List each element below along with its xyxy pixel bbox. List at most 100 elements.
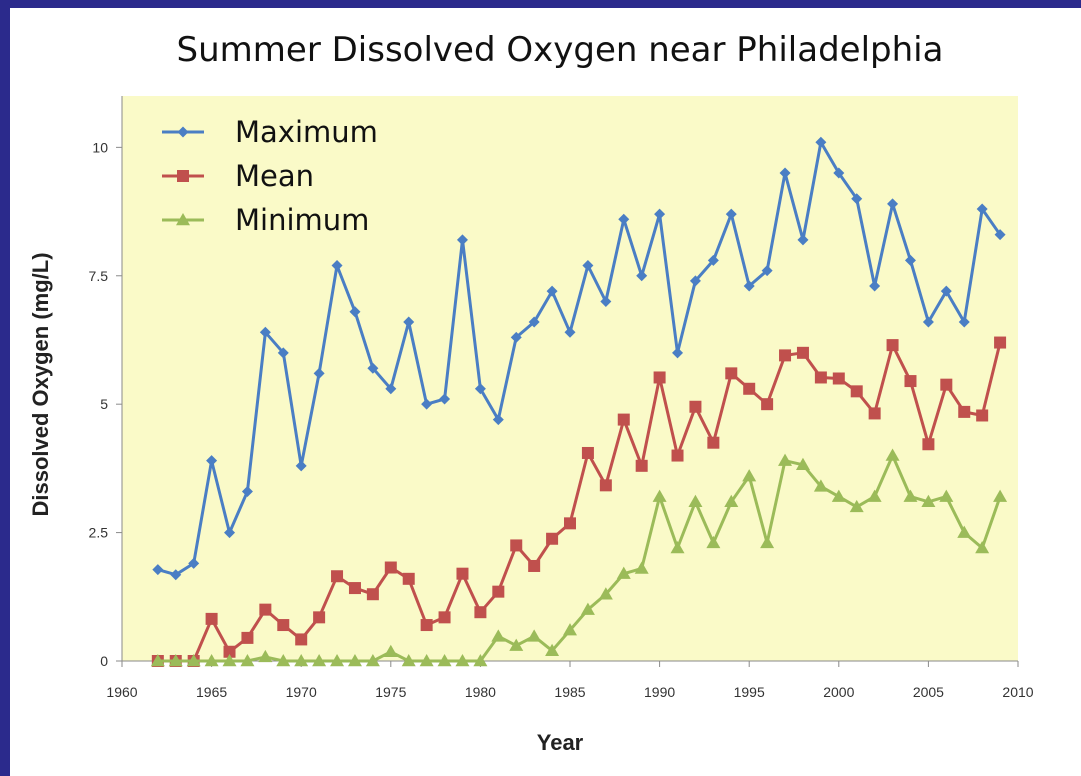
x-tick-label: 1990: [644, 684, 675, 700]
data-point-mean: [564, 517, 576, 530]
y-tick-label: 5: [100, 396, 108, 412]
data-point-mean: [438, 611, 451, 624]
data-point-minimum: [706, 535, 721, 549]
data-point-mean: [277, 619, 290, 632]
data-point-minimum: [616, 566, 631, 579]
data-point-minimum: [527, 629, 542, 642]
chart: Summer Dissolved Oxygen near Philadelphi…: [28, 30, 1034, 755]
data-point-mean: [546, 532, 559, 545]
data-point-minimum: [383, 644, 398, 658]
data-point-minimum: [993, 489, 1008, 502]
data-point-minimum: [545, 643, 560, 656]
data-point-minimum: [401, 654, 416, 667]
data-point-minimum: [903, 489, 918, 502]
data-point-maximum: [528, 316, 540, 328]
data-point-minimum: [258, 649, 273, 663]
data-point-maximum: [439, 393, 451, 405]
data-point-mean: [671, 449, 684, 462]
data-point-maximum: [188, 557, 200, 569]
data-point-minimum: [473, 654, 488, 667]
data-point-mean: [922, 438, 935, 451]
data-point-minimum: [186, 654, 201, 667]
x-tick-label: 2005: [913, 684, 944, 700]
data-point-minimum: [312, 654, 327, 667]
data-point-maximum: [421, 398, 433, 410]
data-point-maximum: [761, 265, 773, 277]
legend-marker-minimum: [176, 213, 190, 226]
data-point-minimum: [598, 587, 613, 600]
data-point-maximum: [206, 455, 218, 467]
data-point-mean: [384, 561, 397, 574]
data-point-mean: [295, 633, 308, 646]
chart-title: Summer Dissolved Oxygen near Philadelphi…: [177, 30, 944, 70]
data-point-maximum: [654, 208, 666, 220]
data-point-mean: [886, 339, 899, 352]
legend-label-minimum: Minimum: [235, 203, 369, 237]
x-tick-label: 2010: [1002, 684, 1033, 700]
data-point-mean: [259, 603, 272, 616]
data-point-maximum: [904, 254, 916, 266]
data-point-maximum: [636, 270, 648, 282]
data-point-minimum: [921, 494, 936, 508]
data-point-maximum: [331, 260, 343, 271]
data-point-mean: [976, 409, 989, 422]
legend-marker-mean: [177, 170, 189, 182]
data-point-mean: [779, 349, 792, 362]
data-point-minimum: [276, 654, 291, 667]
data-point-mean: [761, 398, 774, 411]
data-point-minimum: [580, 602, 595, 615]
data-point-maximum: [564, 326, 576, 338]
data-point-mean: [348, 582, 361, 595]
data-point-minimum: [688, 494, 703, 508]
data-point-mean: [832, 372, 845, 385]
data-point-maximum: [600, 295, 612, 307]
data-point-mean: [904, 375, 917, 388]
data-point-maximum: [851, 193, 863, 205]
data-point-maximum: [367, 362, 379, 374]
data-point-minimum: [652, 489, 667, 502]
data-point-minimum: [885, 448, 900, 461]
x-axis-title: Year: [537, 730, 584, 755]
data-point-maximum: [725, 208, 737, 220]
x-tick-label: 1965: [196, 684, 227, 700]
data-point-mean: [635, 459, 648, 472]
data-point-maximum: [922, 316, 934, 328]
series-layer: [150, 136, 1008, 667]
y-axis-title: Dissolved Oxygen (mg/L): [28, 252, 53, 516]
data-point-mean: [366, 588, 379, 601]
data-point-mean: [617, 413, 630, 426]
data-point-maximum: [492, 414, 504, 426]
data-point-maximum: [224, 527, 236, 539]
y-tick-label: 0: [100, 653, 108, 669]
data-point-minimum: [760, 535, 775, 549]
data-point-minimum: [634, 561, 649, 574]
data-point-minimum: [670, 541, 685, 554]
data-point-mean: [581, 446, 594, 459]
data-point-minimum: [365, 654, 380, 667]
legend: Maximum Mean Minimum: [162, 115, 378, 237]
data-point-minimum: [347, 654, 362, 667]
data-point-minimum: [168, 654, 183, 667]
data-point-mean: [205, 612, 218, 625]
data-point-maximum: [277, 347, 289, 359]
data-point-minimum: [975, 541, 990, 554]
data-point-minimum: [778, 453, 793, 466]
data-point-maximum: [887, 198, 899, 210]
data-point-maximum: [295, 460, 307, 472]
data-point-mean: [958, 405, 971, 418]
data-point-minimum: [150, 654, 165, 667]
data-point-mean: [940, 378, 953, 391]
data-point-maximum: [940, 285, 952, 297]
data-point-maximum: [546, 285, 558, 297]
data-point-minimum: [849, 499, 864, 513]
data-point-mean: [456, 567, 469, 580]
data-point-maximum: [994, 229, 1006, 241]
data-point-mean: [474, 606, 487, 619]
data-point-mean: [743, 382, 756, 395]
plot-area: [122, 96, 1018, 661]
data-point-mean: [223, 645, 236, 658]
data-point-mean: [420, 619, 433, 632]
data-point-maximum: [170, 569, 182, 581]
data-point-maximum: [349, 306, 361, 318]
data-point-mean: [653, 371, 666, 384]
